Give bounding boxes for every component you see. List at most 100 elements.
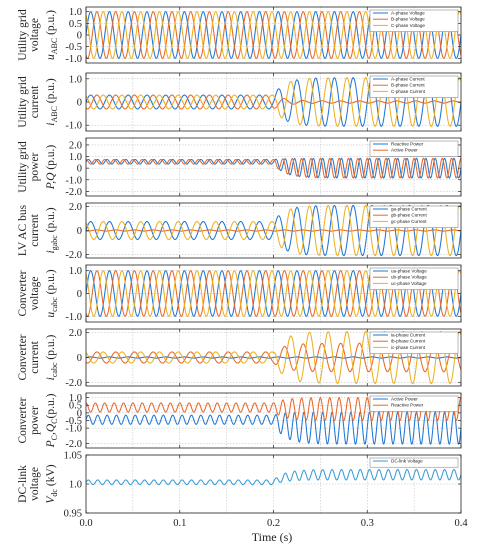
y-tick-label: 0 [77,408,82,419]
y-tick-label: -0.5 [65,416,82,427]
panel-8: 1.05 1.0 0.95 DC-linkvoltage Vdc (kV) DC-link… [17,451,462,520]
y-axis-symbol-main: i [45,377,57,380]
series-line-ic-phase-current [86,330,461,385]
series-line-uc-phase-voltage [86,270,461,317]
y-tick-label: 1.0 [69,480,82,491]
y-tick-label: 2.0 [69,140,82,151]
y-tick-label: 0 [77,98,82,109]
legend-box [369,395,459,412]
y-axis-label: Utility gridcurrent [17,76,41,128]
y-tick-label: -2.0 [65,187,82,198]
y-axis-symbol: igabc (p.u.) [45,207,59,253]
series-group [86,204,461,257]
y-axis-label-line: current [29,85,41,118]
y-axis-symbol: PC,QC(p.u.) [45,393,59,448]
y-axis-symbol-unit: (p.u.) [45,335,57,363]
legend-label: ub-phase Voltage [391,275,427,280]
series-line-ua-phase-voltage [86,270,461,317]
y-tick-label: 0 [77,164,82,175]
y-axis-label: Converterpower [17,397,41,443]
legend-label: Active Power [391,148,418,153]
legend-label: ua-phase Voltage [391,269,427,274]
series-line-reactive-power [86,397,461,421]
y-tick-label: 0 [77,353,82,364]
legend-box [369,205,459,228]
y-axis-symbol-unit: (p.u.) [45,269,57,297]
legend-label: B-phase Current [391,83,425,88]
legend-box [369,457,459,468]
y-tick-label: 0.95 [64,509,82,520]
y-axis-label-line: Converter [17,397,29,443]
panel-6: 2.0 0 -2.0 Convertercurrent icabc (p.u.) ia-p… [17,328,462,389]
y-tick-label: -2.0 [65,378,82,389]
legend-box [369,140,459,157]
y-axis-symbol-unit: (p.u.) [45,393,57,418]
legend-box [369,75,459,98]
y-axis-label-line: DC-link [17,465,29,503]
series-group [86,397,461,445]
x-tick-label: 0.2 [267,518,280,529]
x-tick-label: 0.4 [454,518,468,529]
y-axis-label-line: power [29,152,41,181]
legend-label: ic-phase Current [391,345,426,350]
series-line-gc-phase-current [86,204,461,257]
y-tick-label: 0 [77,31,82,42]
y-axis-label: Utility gridpower [17,141,41,193]
y-axis-symbol-unit: (p.u.) [45,207,57,235]
legend-box [369,9,459,32]
y-tick-label: -1.0 [65,312,82,323]
x-tick-label: 0.1 [173,518,186,529]
y-axis-label-line: voltage [29,467,41,501]
y-axis-label-line: voltage [29,18,41,52]
y-tick-label: 2.0 [69,202,82,213]
legend-label: ga-phase Current [391,207,427,212]
y-tick-label: 1.0 [69,393,82,404]
y-tick-label: 0.5 [69,19,82,30]
y-axis-symbol-sub: ABC [50,106,59,122]
y-axis-symbol-main: V [45,495,57,504]
y-axis-symbol-sub: dc [50,489,59,497]
series-line-ia-phase-current [86,356,461,359]
legend-label: gb-phase Current [391,213,427,218]
y-tick-label: -1.0 [65,54,82,65]
y-tick-label: 1.05 [64,451,82,462]
legend-label: Active Power [391,397,418,402]
y-axis-symbol-main: u [45,54,57,60]
y-axis-symbol-unit: (p.u.) [45,145,57,173]
y-axis-symbol: P,Q (p.u.) [45,145,57,191]
y-axis-symbol-main: P [45,440,57,448]
y-axis-symbol: iABC (p.u.) [45,78,59,126]
y-tick-label: 0.5 [69,401,82,412]
series-line-reactive-power [86,157,461,179]
y-tick-label: -2.0 [65,250,82,261]
legend-label: Reactive Power [391,403,424,408]
x-tick-labels: 0.0 0.1 0.2 0.3 0.4 [79,518,468,529]
y-axis-symbol-sub: gabc [50,235,59,251]
legend-label: uc-phase Voltage [391,281,427,286]
legend-label: Reactive Power [391,142,424,147]
y-tick-label: 2.0 [69,328,82,339]
y-tick-label: -1.0 [65,424,82,435]
y-axis-label: Convertervoltage [17,270,41,316]
y-tick-label: -2.0 [65,439,82,450]
y-tick-label: -1.0 [65,121,82,132]
y-axis-label-line: LV AC bus [17,204,29,256]
y-axis-symbol: Vdc (kV) [45,464,59,503]
y-axis-symbol-sub: C [50,419,59,424]
series-group [86,77,461,127]
y-axis-label-line: Converter [17,334,29,380]
panel-7: 1.00-1.0-2.00.5-0.5ConverterpowerPC,QC(p… [17,392,462,450]
panel-4: 2.0 0 -2.0 LV AC buscurrent igabc (p.u.) ga-p… [17,202,462,261]
series-line-dc-link-voltage [86,468,461,486]
y-axis-symbol-sub: ABC [50,38,59,54]
y-axis-symbol: icabc (p.u.) [45,335,59,381]
legend-label: C-phase Current [391,89,426,94]
y-axis-label: Utility gridvoltage [17,9,41,61]
y-axis-symbol-main: u [45,312,57,318]
panel-5: 1.0 0 -1.0 Convertervoltage ucabc (p.u.) ua-p… [17,264,462,323]
